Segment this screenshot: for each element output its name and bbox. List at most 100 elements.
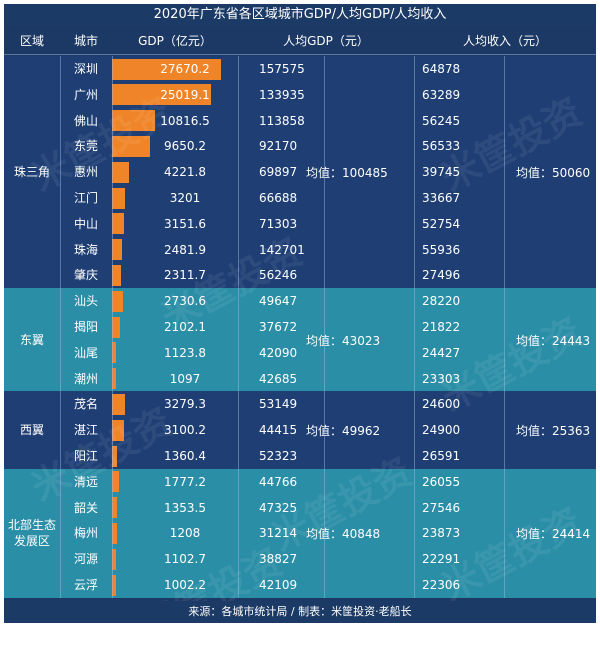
gdp-bar (112, 187, 125, 209)
gdp-bar (112, 135, 150, 157)
gdp-bar (112, 574, 116, 596)
header-divider (4, 54, 596, 55)
city-name: 梅州 (73, 526, 98, 541)
column-divider (324, 56, 325, 598)
gdp-value: 3151.6 (164, 216, 206, 231)
gdp-per-capita-value: 44415 (259, 423, 298, 438)
income-value: 23873 (422, 526, 461, 541)
city-name: 中山 (73, 216, 98, 231)
gdp-per-capita-value: 113858 (259, 113, 305, 128)
gdp-bar (112, 239, 122, 261)
income-value: 64878 (422, 62, 461, 76)
column-divider (60, 56, 61, 598)
city-name: 揭阳 (73, 320, 98, 334)
header-gdp: GDP（亿元） (138, 34, 212, 48)
gdp-per-capita-value: 52323 (259, 449, 298, 463)
header-gdp-per-capita: 人均GDP（元） (283, 34, 369, 48)
gdp-value: 1097 (169, 371, 201, 386)
gdp-bar (112, 497, 118, 519)
gdp-per-capita-value: 66688 (259, 191, 298, 205)
city-name: 汕头 (73, 294, 98, 309)
income-average: 均值：24414 (516, 527, 591, 542)
gdp-per-capita-value: 53149 (259, 397, 298, 412)
gdp-bar (112, 548, 117, 570)
region-band (4, 56, 596, 289)
gdp-value: 2102.1 (164, 320, 206, 334)
gdp-value: 1102.7 (164, 552, 206, 567)
gdp-bar (112, 419, 125, 441)
gdp-bar (112, 342, 117, 364)
region-label: 西翼 (19, 423, 44, 438)
gdp-value: 1208 (169, 526, 201, 541)
income-value: 39745 (422, 165, 461, 180)
city-name: 清远 (73, 474, 98, 489)
column-divider (238, 56, 239, 598)
gdp-value: 3100.2 (164, 423, 206, 438)
chart-title: 2020年广东省各区域城市GDP/人均GDP/人均收入 (4, 4, 596, 26)
gdp-per-capita-average: 均值：43023 (306, 333, 381, 348)
gdp-per-capita-average: 均值：49962 (306, 424, 381, 439)
income-value: 22291 (422, 552, 461, 567)
gdp-per-capita-value: 44766 (259, 474, 298, 489)
gdp-bar (112, 368, 117, 390)
income-value: 63289 (422, 87, 461, 102)
income-value: 24427 (422, 345, 461, 360)
gdp-bar (112, 471, 119, 493)
header-city: 城市 (73, 34, 98, 48)
income-value: 24900 (422, 423, 461, 438)
gdp-bar (112, 58, 221, 80)
gdp-bar (112, 264, 122, 286)
gdp-bar (112, 522, 117, 544)
gdp-value: 1002.2 (164, 578, 206, 592)
income-value: 27496 (422, 268, 461, 283)
income-average: 均值：50060 (516, 166, 591, 181)
gdp-value: 3279.3 (164, 397, 206, 412)
city-name: 汕尾 (73, 345, 98, 360)
gdp-per-capita-value: 92170 (259, 139, 298, 154)
income-average: 均值：24443 (516, 333, 591, 348)
region-band (4, 288, 596, 392)
table-frame: 2020年广东省各区域城市GDP/人均GDP/人均收入 区域 城市 GDP（亿元… (4, 4, 596, 650)
region-label: 珠三角 (13, 165, 50, 180)
gdp-per-capita-average: 均值：100485 (306, 166, 388, 181)
city-name: 茂名 (73, 397, 98, 412)
gdp-per-capita-value: 157575 (259, 62, 305, 76)
gdp-bar (112, 316, 121, 338)
gdp-bar (112, 393, 125, 415)
gdp-per-capita-value: 42109 (259, 578, 298, 592)
gdp-bar (112, 290, 123, 312)
gdp-bar (112, 110, 155, 132)
city-name: 韶关 (73, 500, 98, 515)
gdp-value: 27670.2 (160, 62, 210, 76)
region-label: 东翼 (19, 332, 44, 347)
gdp-per-capita-value: 47325 (259, 500, 298, 515)
gdp-value: 4221.8 (164, 165, 206, 180)
income-value: 23303 (422, 371, 461, 386)
city-name: 东莞 (73, 139, 98, 154)
income-value: 26591 (422, 449, 461, 463)
region-band (4, 468, 596, 598)
gdp-value: 25019.1 (160, 87, 210, 102)
column-divider (504, 56, 505, 598)
source-footer: 来源：各城市统计局 / 制表：米筐投资·老船长 (4, 601, 596, 623)
income-value: 55936 (422, 242, 461, 257)
gdp-value: 1777.2 (164, 474, 206, 489)
gdp-bar (112, 445, 118, 467)
city-name: 潮州 (73, 371, 98, 386)
header-region: 区域 (19, 34, 44, 48)
city-name: 佛山 (73, 113, 98, 128)
income-value: 56533 (422, 139, 461, 154)
gdp-value: 2730.6 (164, 294, 206, 309)
gdp-value: 3201 (169, 191, 201, 205)
city-name: 湛江 (73, 423, 98, 438)
income-value: 56245 (422, 113, 461, 128)
income-value: 28220 (422, 294, 461, 309)
gdp-bar (112, 213, 125, 235)
gdp-per-capita-value: 69897 (259, 165, 298, 180)
gdp-per-capita-value: 37672 (259, 320, 298, 334)
region-label: 北部生态发展区 (7, 518, 56, 549)
gdp-value: 1360.4 (164, 449, 206, 463)
gdp-value: 10816.5 (160, 113, 210, 128)
income-value: 24600 (422, 397, 461, 412)
income-value: 52754 (422, 216, 461, 231)
